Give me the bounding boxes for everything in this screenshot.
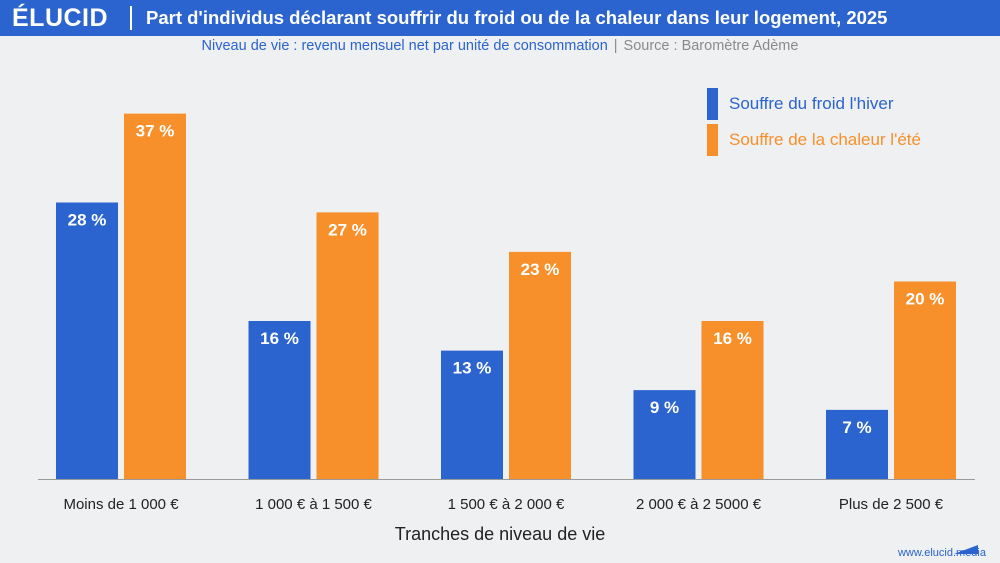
- bar-heat-0: [124, 113, 186, 479]
- x-tick-label-4: Plus de 2 500 €: [839, 496, 944, 513]
- bar-cold-3: [633, 390, 696, 479]
- bar-cold-0: [56, 202, 118, 479]
- bar-heat-2: [509, 251, 571, 479]
- x-tick-label-0: Moins de 1 000 €: [63, 496, 179, 513]
- bar-cold-1: [248, 321, 311, 479]
- brand-logo: ÉLUCID: [12, 4, 109, 32]
- bar-heat-4: [894, 281, 956, 479]
- header-bar: ÉLUCID Part d'individus déclarant souffr…: [0, 0, 1000, 36]
- brand-mark-icon: [954, 545, 978, 554]
- x-tick-label-1: 1 000 € à 1 500 €: [255, 496, 372, 513]
- data-label-cold-3: 9 %: [650, 398, 679, 417]
- data-label-cold-0: 28 %: [68, 211, 107, 230]
- legend-label-cold: Souffre du froid l'hiver: [729, 94, 894, 113]
- bar-cold-2: [441, 350, 503, 479]
- data-label-cold-2: 13 %: [453, 359, 492, 378]
- bar-heat-1: [316, 212, 379, 479]
- website-link[interactable]: www.elucid.media: [897, 547, 986, 559]
- data-label-heat-2: 23 %: [521, 260, 560, 279]
- legend-swatch-heat: [707, 124, 718, 156]
- x-tick-label-3: 2 000 € à 2 5000 €: [636, 496, 762, 513]
- chart-subtitle: Niveau de vie : revenu mensuel net par u…: [0, 38, 1000, 54]
- source-text: Source : Baromètre Adème: [623, 38, 799, 54]
- x-tick-label-2: 1 500 € à 2 000 €: [448, 496, 565, 513]
- subtitle-separator: |: [613, 38, 618, 54]
- data-label-heat-4: 20 %: [906, 290, 945, 309]
- data-label-cold-4: 7 %: [842, 418, 871, 437]
- data-label-heat-3: 16 %: [713, 329, 752, 348]
- data-label-heat-1: 27 %: [328, 220, 367, 239]
- bar-cold-4: [826, 409, 888, 479]
- x-axis-title: Tranches de niveau de vie: [394, 524, 606, 544]
- bar-heat-3: [701, 321, 764, 479]
- logo-divider: [130, 6, 132, 30]
- data-label-cold-1: 16 %: [260, 329, 299, 348]
- chart-title: Part d'individus déclarant souffrir du f…: [146, 7, 888, 28]
- legend-label-heat: Souffre de la chaleur l'été: [729, 130, 921, 149]
- subtitle-text: Niveau de vie : revenu mensuel net par u…: [201, 38, 608, 54]
- legend-swatch-cold: [707, 88, 718, 120]
- data-label-heat-0: 37 %: [136, 122, 175, 141]
